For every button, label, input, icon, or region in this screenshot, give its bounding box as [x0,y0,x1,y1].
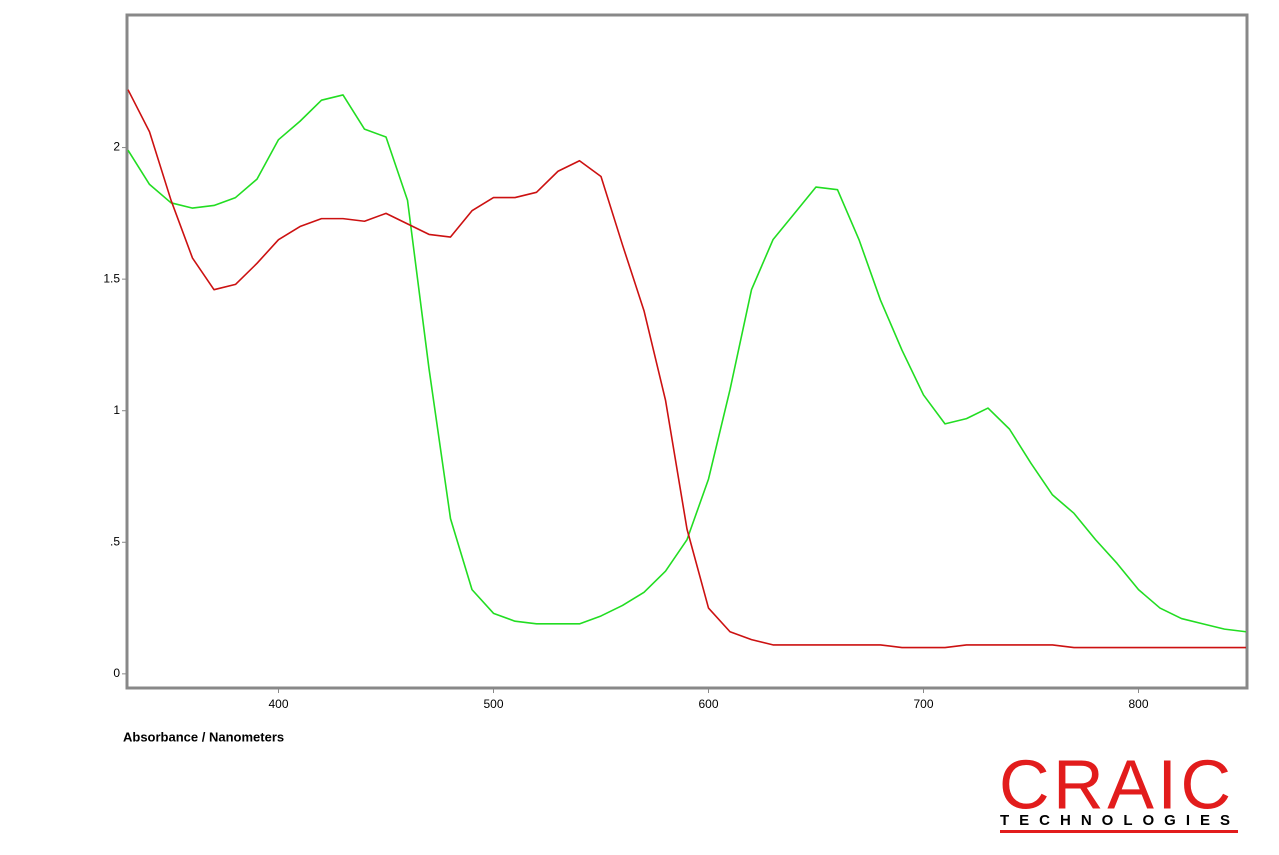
series-line [127,94,1247,633]
y-tick-label: 0 [113,666,120,680]
logo-name: CRAIC [999,745,1237,823]
y-tick-label: .5 [110,534,120,548]
x-tick-label: 800 [1128,697,1148,711]
plot-frame [125,13,1249,690]
series-line [127,89,1246,649]
x-tick-label: 500 [483,697,503,711]
y-tick-label: 1 [113,403,120,417]
y-tick-label: 1.5 [103,271,120,285]
x-tick-label: 700 [913,697,933,711]
x-tick-label: 600 [698,697,718,711]
y-tick-label: 2 [113,140,120,154]
logo-underline [1000,830,1238,833]
x-tick-label: 400 [268,697,288,711]
x-axis-label: Absorbance / Nanometers [123,729,284,744]
